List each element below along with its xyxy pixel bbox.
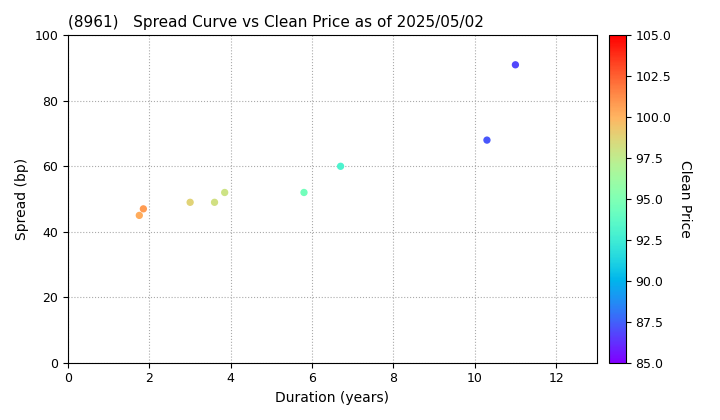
Point (219, 189, 230, 196)
Point (133, 212, 145, 219)
Point (481, 137, 492, 144)
Y-axis label: Clean Price: Clean Price (678, 160, 692, 238)
Text: (8961)   Spread Curve vs Clean Price as of 2025/05/02: (8961) Spread Curve vs Clean Price as of… (68, 15, 484, 30)
Point (209, 199, 220, 206)
Point (298, 189, 310, 196)
X-axis label: Duration (years): Duration (years) (276, 391, 390, 405)
Point (510, 61, 521, 68)
Point (335, 163, 346, 170)
Point (184, 199, 196, 206)
Y-axis label: Spread (bp): Spread (bp) (15, 158, 29, 240)
Point (138, 205, 149, 212)
